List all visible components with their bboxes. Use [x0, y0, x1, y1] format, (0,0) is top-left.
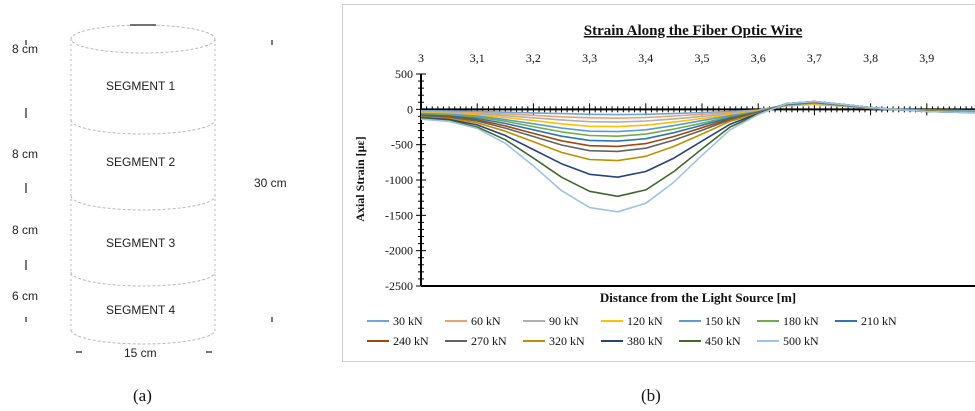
series-line-500-kn — [420, 100, 975, 213]
y-tick-label: 0 — [407, 102, 413, 116]
y-axis-ticks: 500 0 -500 -1000 -1500 -2000 -2500 — [385, 67, 426, 293]
legend-label: 320 kN — [549, 334, 585, 348]
x-tick-label: 3,4 — [638, 51, 653, 65]
segment-1-label: SEGMENT 1 — [106, 79, 175, 93]
diameter-label: 15 cm — [124, 346, 157, 360]
segment-1-height: 8 cm — [12, 42, 38, 56]
y-tick-label: -1000 — [385, 173, 413, 187]
x-axis-label: Distance from the Light Source [m] — [600, 290, 796, 305]
strain-chart: Strain Along the Fiber Optic Wire 3 3,1 3,… — [342, 4, 975, 362]
segment-3-height: 8 cm — [12, 223, 38, 237]
legend-label: 380 kN — [627, 334, 663, 348]
x-tick-label: 3,9 — [919, 51, 934, 65]
x-tick-label: 3,8 — [863, 51, 878, 65]
legend-item: 180 kN — [757, 314, 819, 328]
x-tick-label: 3,7 — [807, 51, 822, 65]
y-axis-label: Axial Strain [µε] — [353, 136, 367, 221]
legend-label: 240 kN — [393, 334, 429, 348]
legend-item: 500 kN — [757, 334, 819, 348]
specimen-diagram: SEGMENT 1 SEGMENT 2 SEGMENT 3 SEGMENT 4 … — [12, 24, 287, 360]
legend-item: 240 kN — [367, 334, 429, 348]
caption-a: (a) — [133, 386, 152, 405]
legend-label: 150 kN — [705, 314, 741, 328]
caption-b: (b) — [641, 386, 661, 405]
series-lines — [420, 100, 975, 213]
x-tick-label: 3,2 — [526, 51, 541, 65]
legend: 30 kN 60 kN 90 kN 120 kN 150 kN 180 kN 210 kN 2… — [367, 314, 897, 348]
legend-label: 30 kN — [393, 314, 423, 328]
segment-4-label: SEGMENT 4 — [106, 303, 175, 317]
x-tick-label: 3 — [418, 51, 424, 65]
legend-item: 450 kN — [679, 334, 741, 348]
legend-item: 120 kN — [601, 314, 663, 328]
dimension-ticks — [25, 40, 273, 353]
legend-label: 450 kN — [705, 334, 741, 348]
legend-label: 60 kN — [471, 314, 501, 328]
legend-label: 270 kN — [471, 334, 507, 348]
legend-item: 90 kN — [523, 314, 579, 328]
y-tick-label: -2500 — [385, 279, 413, 293]
x-tick-label: 3,1 — [470, 51, 485, 65]
total-height-label: 30 cm — [254, 176, 287, 190]
legend-item: 320 kN — [523, 334, 585, 348]
chart-title: Strain Along the Fiber Optic Wire — [584, 23, 803, 39]
x-tick-label: 3,6 — [751, 51, 766, 65]
segment-3-label: SEGMENT 3 — [106, 236, 175, 250]
segment-2-height: 8 cm — [12, 147, 38, 161]
legend-label: 210 kN — [861, 314, 897, 328]
cylinder-body — [70, 24, 216, 345]
legend-label: 500 kN — [783, 334, 819, 348]
legend-label: 120 kN — [627, 314, 663, 328]
y-tick-label: -500 — [391, 138, 413, 152]
segment-2-label: SEGMENT 2 — [106, 155, 175, 169]
segment-4-height: 6 cm — [12, 289, 38, 303]
chart-frame — [342, 4, 975, 362]
x-tick-label: 3,5 — [695, 51, 710, 65]
y-tick-label: -2000 — [385, 244, 413, 258]
legend-item: 30 kN — [367, 314, 423, 328]
legend-item: 270 kN — [445, 334, 507, 348]
legend-item: 150 kN — [679, 314, 741, 328]
legend-item: 210 kN — [835, 314, 897, 328]
legend-item: 60 kN — [445, 314, 501, 328]
legend-label: 90 kN — [549, 314, 579, 328]
y-tick-label: 500 — [395, 67, 413, 81]
y-tick-label: -1500 — [385, 208, 413, 222]
legend-label: 180 kN — [783, 314, 819, 328]
x-tick-label: 3,3 — [582, 51, 597, 65]
legend-item: 380 kN — [601, 334, 663, 348]
